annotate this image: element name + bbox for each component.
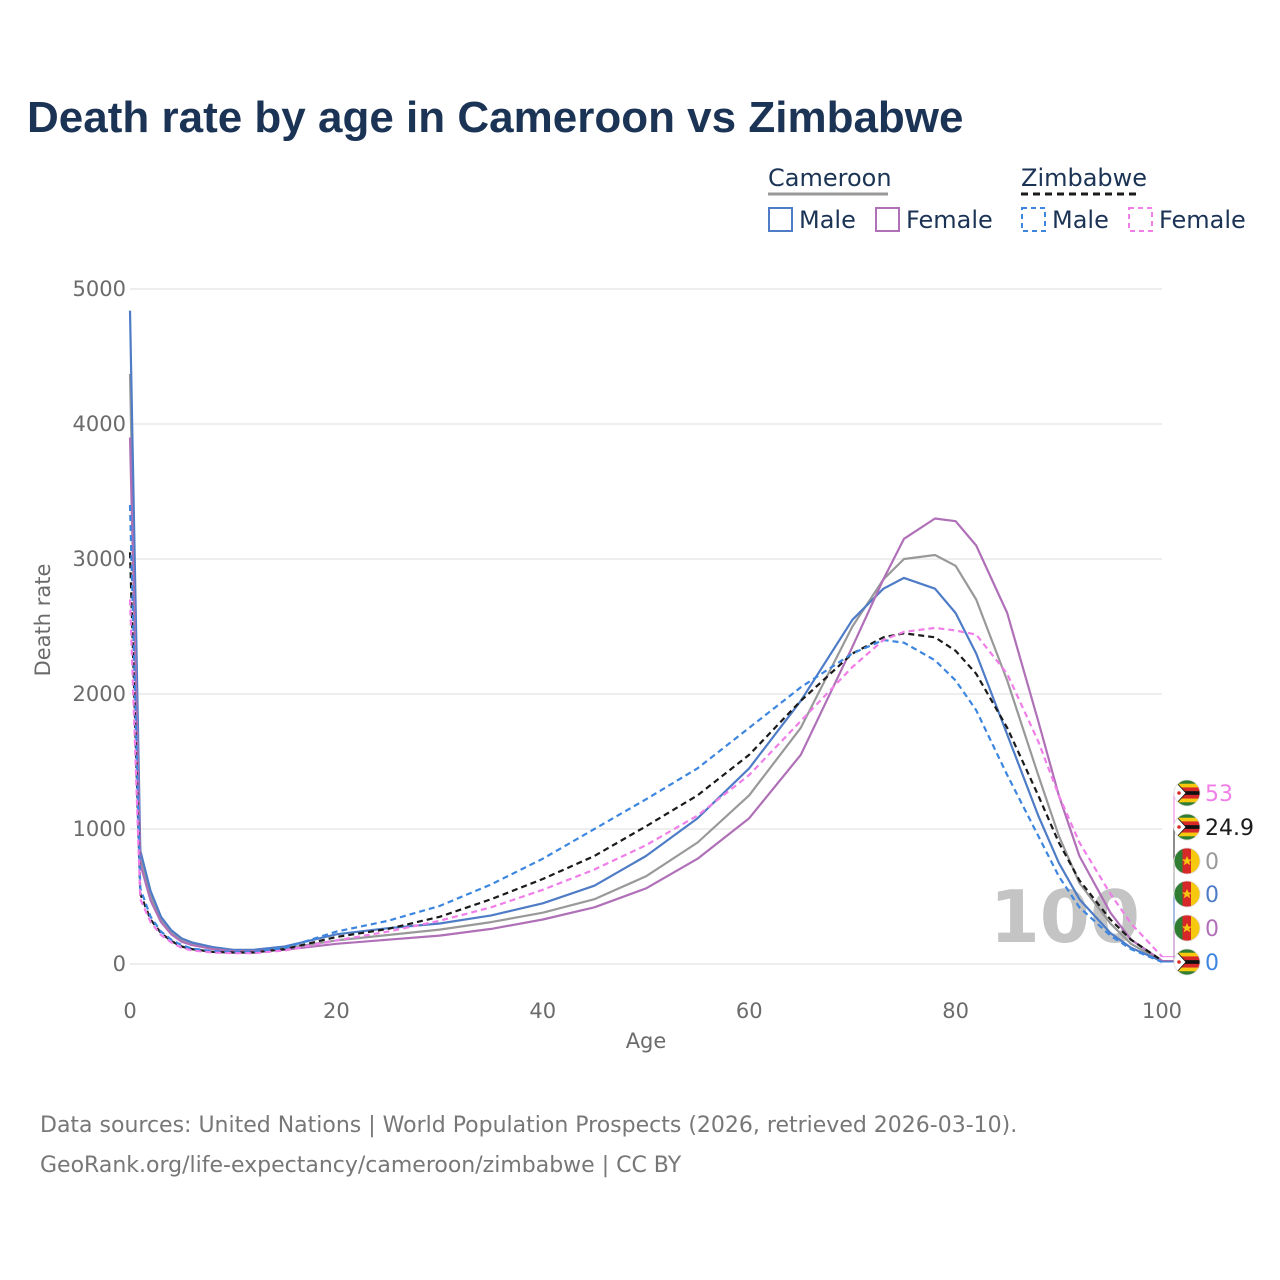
chart-title: Death rate by age in Cameroon vs Zimbabw…: [27, 93, 963, 142]
grid: [130, 288, 1162, 965]
legend-item-cameroon-male: Male: [799, 206, 856, 234]
end-label-value: 0: [1205, 951, 1219, 976]
series-line-cameroon-total: [128, 373, 1163, 963]
end-label-connector: [1162, 927, 1175, 962]
series-line-zimbabwe-male: [128, 504, 1163, 964]
x-tick-label: 0: [123, 999, 136, 1023]
legend-group-zimbabwe: Zimbabwe: [1021, 164, 1147, 192]
footer-link[interactable]: GeoRank.org/life-expectancy/cameroon/zim…: [40, 1153, 682, 1178]
series-line-zimbabwe-total: [128, 552, 1163, 962]
cameroon-flag-icon: [1173, 914, 1201, 942]
y-tick-label: 0: [113, 952, 126, 976]
x-tick-label: 40: [529, 999, 556, 1023]
end-label-value: 24.9: [1205, 816, 1254, 841]
end-label-connector: [1162, 893, 1175, 962]
end-label-connector: [1162, 792, 1175, 958]
legend-item-cameroon-female: Female: [906, 206, 993, 234]
cameroon-flag-icon: [1173, 880, 1201, 908]
end-label-value: 0: [1205, 883, 1219, 908]
legend: Cameroon Zimbabwe Male Female Male Femal…: [768, 164, 1246, 234]
end-label-value: 0: [1205, 917, 1219, 942]
y-axis: 0 1000 2000 3000 4000 5000: [73, 277, 126, 976]
y-axis-label: Death rate: [31, 564, 55, 677]
legend-group-cameroon: Cameroon: [768, 164, 892, 192]
x-axis-label: Age: [626, 1029, 667, 1053]
x-tick-label: 60: [736, 999, 763, 1023]
series-line-cameroon-female: [128, 437, 1163, 962]
y-tick-label: 5000: [73, 277, 126, 301]
y-tick-label: 2000: [73, 682, 126, 706]
end-label-value: 53: [1205, 782, 1233, 807]
legend-item-zimbabwe-female: Female: [1159, 206, 1246, 234]
x-tick-label: 20: [323, 999, 350, 1023]
series-layer: [128, 310, 1163, 964]
legend-item-zimbabwe-male: Male: [1052, 206, 1109, 234]
y-tick-label: 3000: [73, 547, 126, 571]
x-tick-label: 80: [942, 999, 969, 1023]
zimbabwe-flag-icon: [1173, 813, 1201, 841]
zimbabwe-flag-icon: [1173, 779, 1201, 807]
end-label-connector: [1162, 860, 1175, 962]
zimbabwe-flag-icon: [1173, 948, 1201, 976]
x-axis: 0 20 40 60 80 100: [123, 999, 1182, 1023]
legend-swatch-cameroon-male: [768, 207, 793, 232]
x-tick-label: 100: [1142, 999, 1182, 1023]
footer-source: Data sources: United Nations | World Pop…: [40, 1113, 1017, 1138]
legend-swatch-cameroon-female: [875, 207, 900, 232]
end-label-value: 0: [1205, 850, 1219, 875]
y-tick-label: 4000: [73, 412, 126, 436]
cameroon-flag-icon: [1173, 847, 1201, 875]
series-line-cameroon-male: [128, 310, 1163, 963]
y-tick-label: 1000: [73, 817, 126, 841]
end-label-connector: [1162, 826, 1175, 962]
year-watermark: 100: [990, 875, 1140, 959]
end-labels: 53 24.9 0 0 0 0: [1162, 779, 1254, 976]
legend-swatch-zimbabwe-male: [1021, 207, 1046, 232]
series-line-zimbabwe-female: [128, 599, 1163, 958]
legend-swatch-zimbabwe-female: [1128, 207, 1153, 232]
